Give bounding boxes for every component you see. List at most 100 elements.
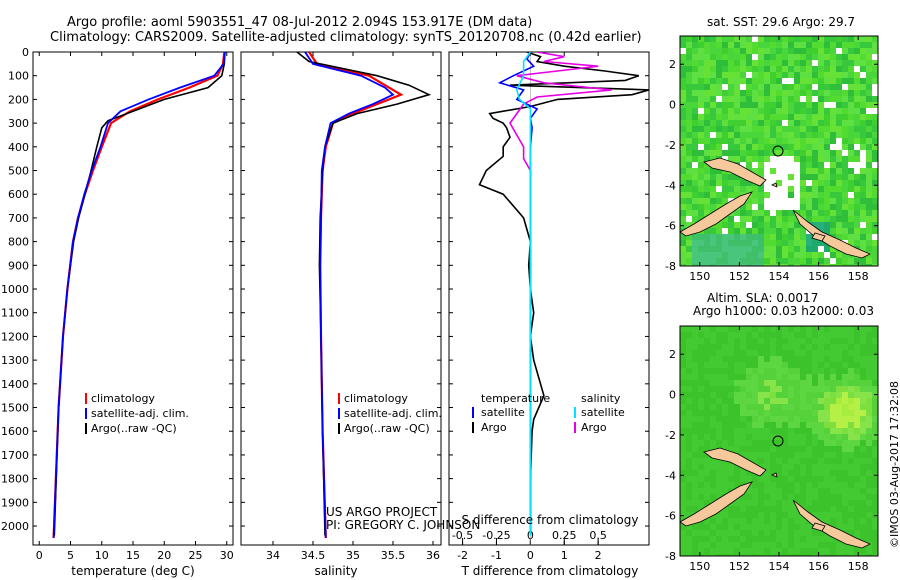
field-cell: [758, 84, 764, 90]
field-cell: [818, 392, 824, 398]
field-cell: [824, 150, 830, 156]
field-cell: [842, 120, 848, 126]
field-cell: [800, 548, 806, 554]
field-cell: [764, 96, 770, 102]
field-cell: [836, 198, 842, 204]
field-cell: [866, 482, 872, 488]
field-cell: [842, 350, 848, 356]
field-cell: [782, 72, 788, 78]
field-cell: [800, 180, 806, 186]
field-cell: [692, 216, 698, 222]
field-cell: [788, 234, 794, 240]
field-cell: [770, 344, 776, 350]
field-cell: [794, 36, 800, 42]
field-cell: [740, 536, 746, 542]
field-cell: [698, 524, 704, 530]
field-cell: [680, 500, 686, 506]
field-cell: [758, 422, 764, 428]
field-cell: [716, 120, 722, 126]
field-cell: [794, 240, 800, 246]
field-cell: [776, 404, 782, 410]
field-cell: [872, 132, 878, 138]
field-cell: [680, 458, 686, 464]
field-cell: [800, 120, 806, 126]
field-cell: [764, 386, 770, 392]
field-cell: [794, 446, 800, 452]
field-cell: [740, 362, 746, 368]
field-cell: [764, 78, 770, 84]
field-cell: [734, 192, 740, 198]
field-cell: [764, 84, 770, 90]
field-cell: [758, 120, 764, 126]
field-cell: [692, 488, 698, 494]
field-cell: [752, 96, 758, 102]
field-cell: [824, 264, 830, 266]
field-cell: [776, 398, 782, 404]
field-cell: [680, 174, 686, 180]
field-cell: [728, 120, 734, 126]
field-cell: [722, 428, 728, 434]
field-cell: [812, 464, 818, 470]
field-cell: [836, 168, 842, 174]
field-cell: [680, 476, 686, 482]
legend-sal-sat-label: satellite: [581, 406, 625, 419]
field-cell: [728, 66, 734, 72]
field-cell: [788, 506, 794, 512]
field-cell: [704, 422, 710, 428]
field-cell: [680, 554, 686, 556]
field-cell: [812, 530, 818, 536]
field-cell: [830, 114, 836, 120]
field-cell: [686, 258, 692, 264]
field-cell: [866, 554, 872, 556]
field-cell: [776, 60, 782, 66]
field-cell: [746, 500, 752, 506]
field-cell: [698, 246, 704, 252]
field-cell: [848, 234, 854, 240]
field-cell: [794, 332, 800, 338]
x-tick-label: 20: [157, 549, 171, 562]
field-cell: [854, 326, 860, 332]
field-cell: [704, 60, 710, 66]
lat-tick-label: 0: [669, 99, 676, 112]
field-cell: [698, 84, 704, 90]
field-cell: [746, 476, 752, 482]
field-cell: [734, 344, 740, 350]
field-cell: [806, 404, 812, 410]
field-cell: [872, 60, 878, 66]
field-cell: [770, 132, 776, 138]
field-cell: [698, 344, 704, 350]
field-cell: [782, 482, 788, 488]
field-cell: [794, 96, 800, 102]
lat-tick-label: -4: [665, 179, 676, 192]
legend-temperature-heading: temperature: [481, 392, 550, 405]
field-cell: [866, 102, 872, 108]
field-cell: [800, 416, 806, 422]
field-cell: [740, 228, 746, 234]
field-cell: [752, 452, 758, 458]
field-cell: [872, 554, 878, 556]
field-cell: [758, 90, 764, 96]
field-cell: [830, 482, 836, 488]
field-cell: [806, 48, 812, 54]
field-cell: [764, 216, 770, 222]
field-cell: [734, 156, 740, 162]
field-cell: [704, 542, 710, 548]
field-cell: [854, 488, 860, 494]
field-cell: [824, 386, 830, 392]
field-cell: [776, 42, 782, 48]
field-cell: [758, 368, 764, 374]
field-cell: [770, 72, 776, 78]
legend-climatology-label-s: climatology: [344, 392, 408, 405]
field-cell: [800, 518, 806, 524]
field-cell: [728, 264, 734, 266]
field-cell: [740, 452, 746, 458]
field-cell: [782, 84, 788, 90]
field-cell: [722, 362, 728, 368]
field-cell: [866, 150, 872, 156]
field-cell: [734, 350, 740, 356]
field-cell: [872, 368, 878, 374]
field-cell: [728, 222, 734, 228]
field-cell: [680, 180, 686, 186]
field-cell: [782, 54, 788, 60]
field-cell: [830, 42, 836, 48]
